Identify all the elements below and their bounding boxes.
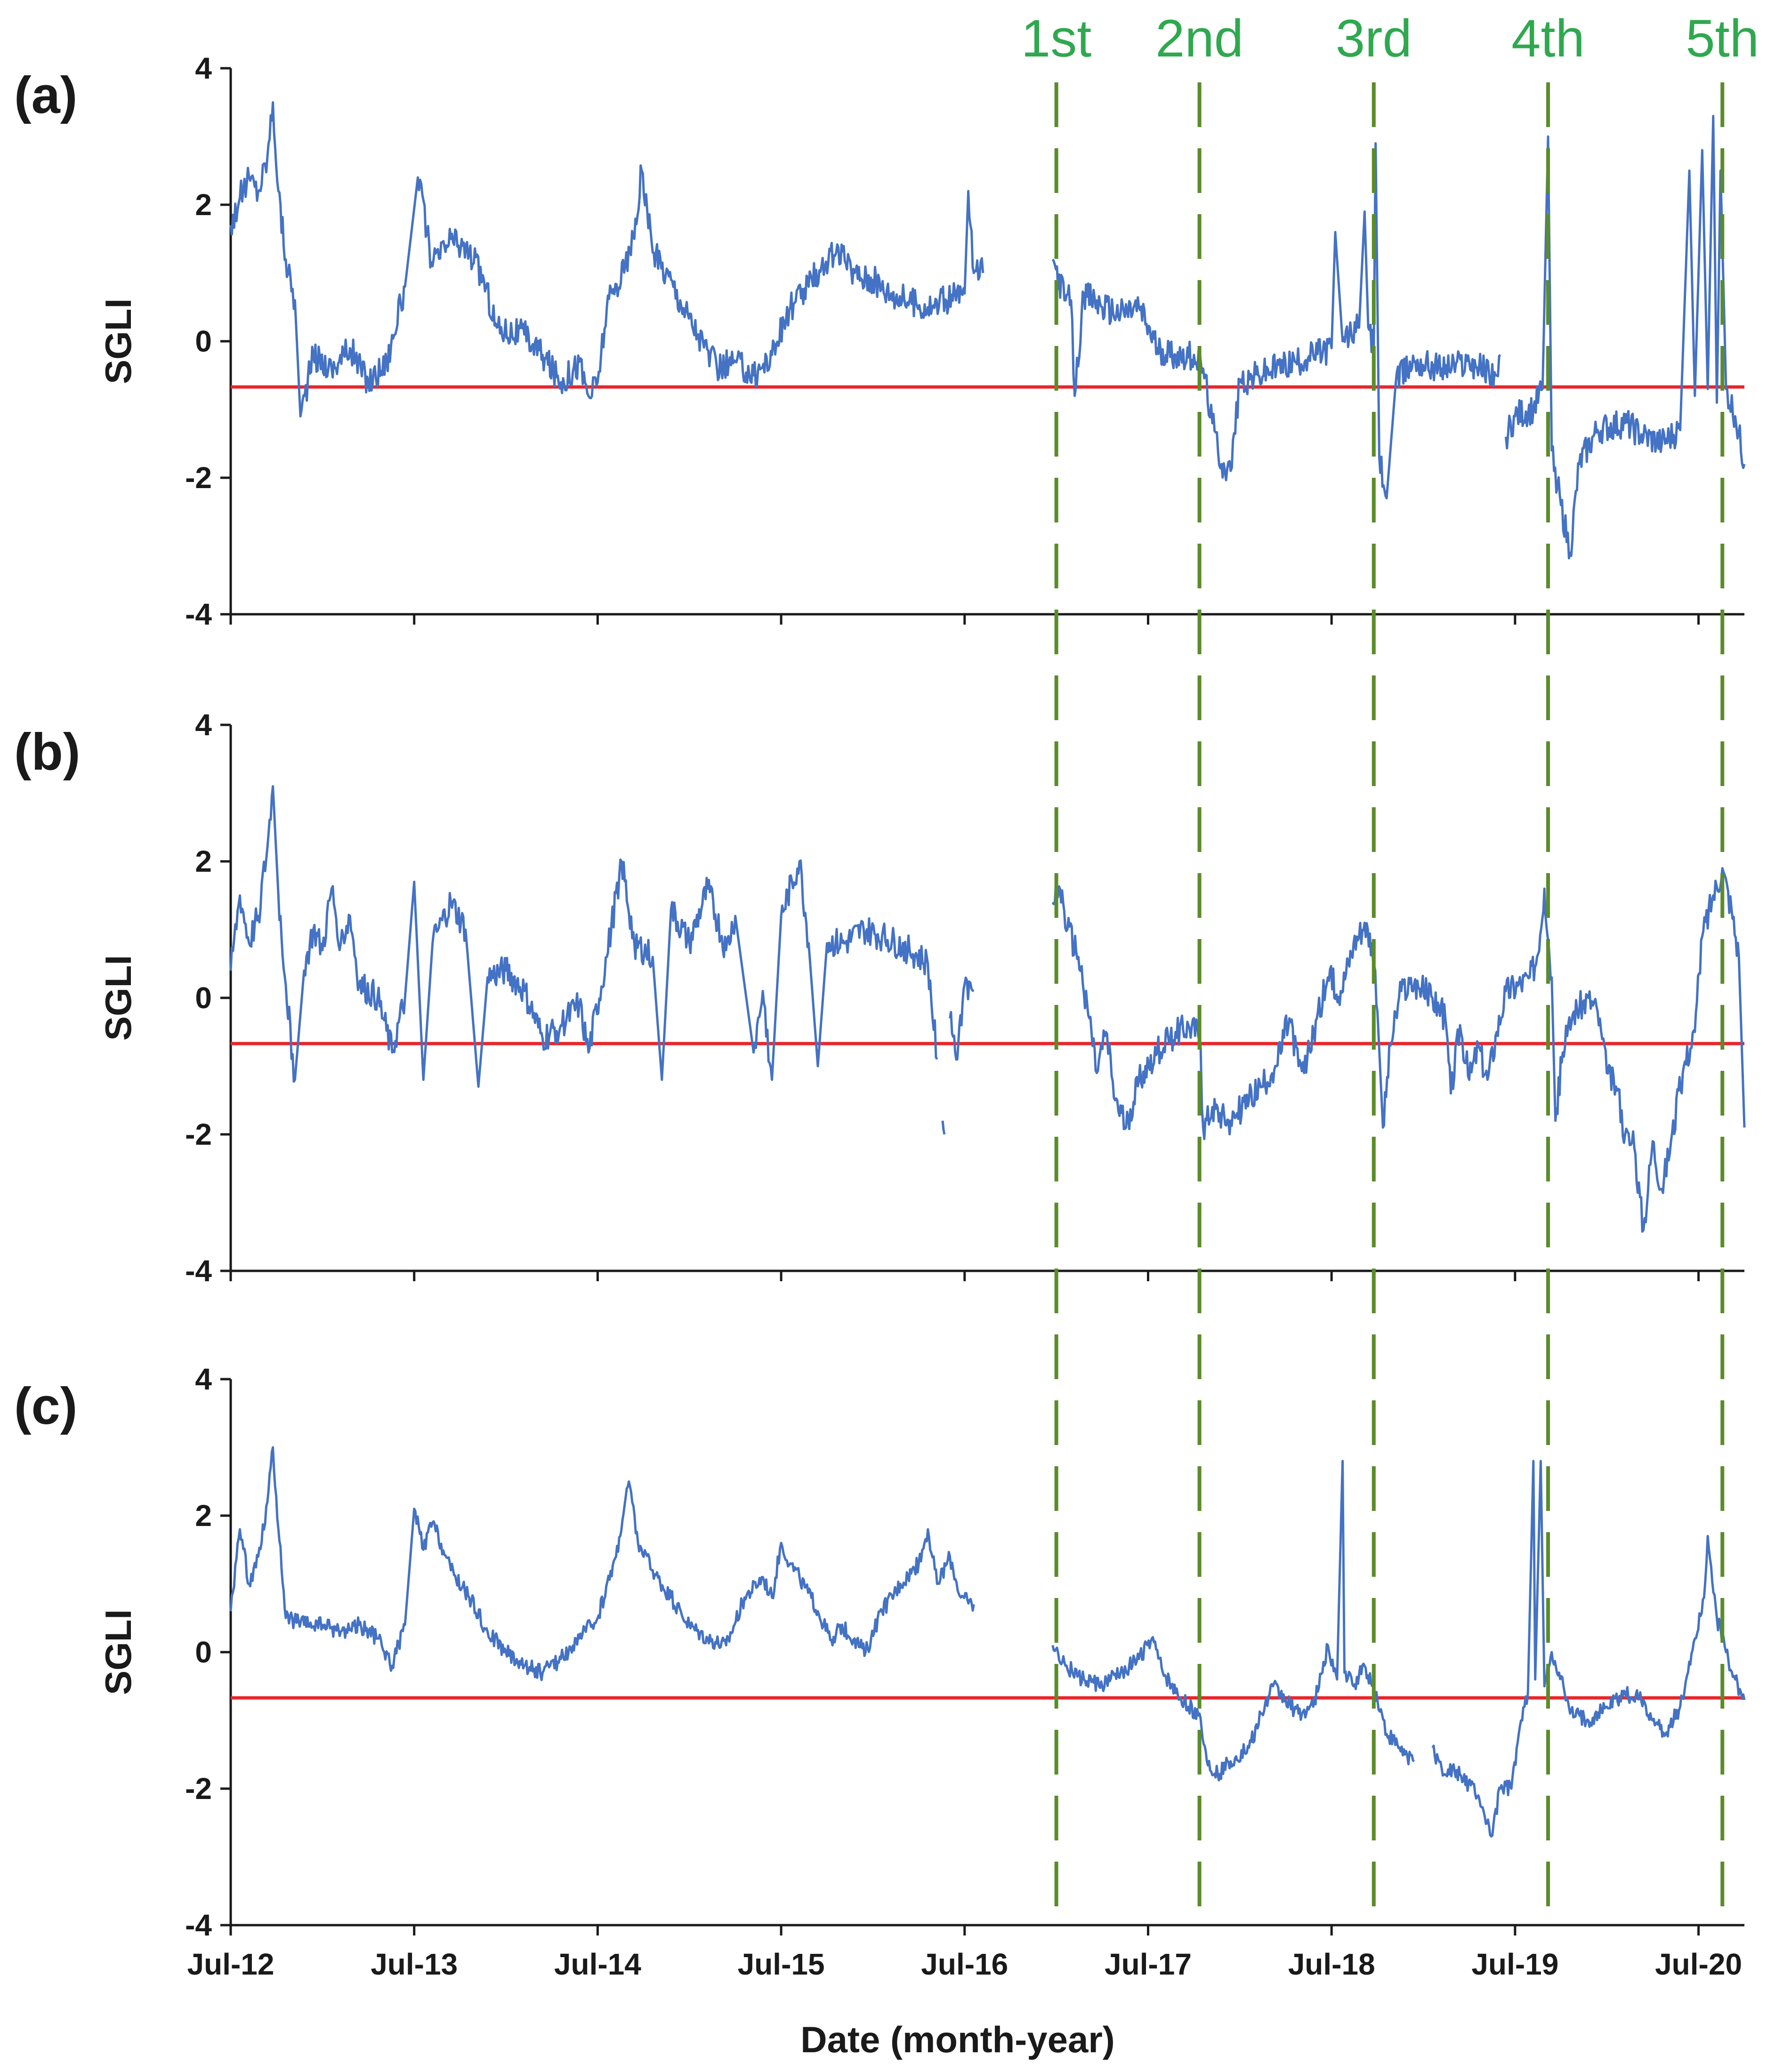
y-tick-label: -2 (185, 1117, 212, 1151)
x-tick-label: Jul-14 (554, 1947, 641, 1981)
event-label: 3rd (1336, 9, 1412, 68)
panel-label: (a) (14, 66, 77, 124)
y-axis-title: SGLI (97, 955, 139, 1041)
y-tick-label: -2 (185, 461, 212, 495)
y-tick-label: 2 (195, 188, 212, 222)
x-tick-label: Jul-18 (1288, 1947, 1375, 1981)
event-markers-layer: 1st 2nd 3rd 4th 5th (1021, 9, 1759, 1925)
sgli-series-line (941, 1120, 946, 1135)
y-axis-title: SGLI (97, 1609, 139, 1695)
y-tick-label: 4 (195, 51, 212, 85)
sgli-series-line (1051, 142, 1501, 499)
y-tick-label: 4 (195, 1362, 212, 1396)
y-tick-label: 0 (195, 324, 212, 358)
y-tick-label: -4 (185, 1254, 212, 1288)
panels-layer: (a) SGLI 4 2 0 -2 -4 (b) SGLI 4 2 0 -2 -4 (c) SGLI 4 2 0 -2… (14, 51, 1746, 1942)
event-label: 5th (1686, 9, 1759, 68)
x-axis-title: Date (month-year) (800, 2019, 1114, 2060)
y-tick-label: 0 (195, 1635, 212, 1669)
x-tick-label: Jul-17 (1105, 1947, 1192, 1981)
sgli-series-line (1051, 867, 1746, 1233)
event-label: 1st (1021, 9, 1091, 68)
panel-b: (b) SGLI 4 2 0 -2 -4 (14, 708, 1746, 1288)
sgli-series-line (229, 1446, 975, 1681)
sgli-series-line (229, 101, 984, 418)
event-label: 2nd (1155, 9, 1243, 68)
x-tick-label: Jul-12 (187, 1947, 274, 1981)
x-tick-label: Jul-19 (1471, 1947, 1558, 1981)
x-tick-label: Jul-20 (1655, 1947, 1742, 1981)
x-tick-label: Jul-15 (738, 1947, 825, 1981)
sgli-series-line (1051, 1460, 1415, 1782)
sgli-series-line (1431, 1460, 1746, 1838)
x-tick-label: Jul-16 (921, 1947, 1008, 1981)
y-tick-label: 0 (195, 981, 212, 1015)
x-axis-layer: Jul-12 Jul-13 Jul-14 Jul-15 Jul-16 Jul-17 Jul-… (187, 1947, 1743, 1981)
sgli-series-line (949, 976, 975, 1061)
y-axis-title: SGLI (97, 298, 139, 384)
sgli-series-line (1504, 115, 1746, 560)
y-tick-label: -4 (185, 1908, 212, 1942)
y-tick-label: -2 (185, 1772, 212, 1806)
panel-a: (a) SGLI 4 2 0 -2 -4 (14, 51, 1746, 631)
panel-label: (c) (14, 1377, 77, 1435)
sgli-series-line (229, 785, 938, 1088)
y-tick-label: -4 (185, 597, 212, 631)
panel-c: (c) SGLI 4 2 0 -2 -4 (14, 1362, 1746, 1942)
event-label: 4th (1511, 9, 1585, 68)
x-tick-label: Jul-13 (371, 1947, 458, 1981)
panel-label: (b) (14, 723, 80, 781)
y-tick-label: 4 (195, 708, 212, 742)
y-tick-label: 2 (195, 1499, 212, 1533)
y-tick-label: 2 (195, 844, 212, 878)
